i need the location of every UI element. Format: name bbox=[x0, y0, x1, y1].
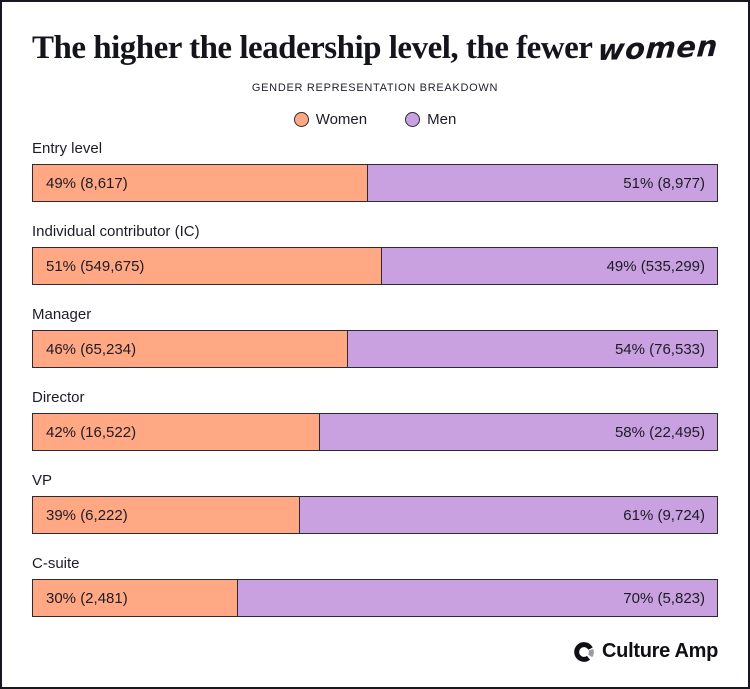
stacked-bar: 39% (6,222) 61% (9,724) bbox=[32, 496, 718, 534]
legend: Women Men bbox=[32, 111, 718, 128]
legend-item-women: Women bbox=[293, 111, 368, 128]
women-value-label: 49% (8,617) bbox=[46, 174, 128, 192]
legend-label: Men bbox=[427, 111, 457, 128]
women-value-label: 42% (16,522) bbox=[46, 423, 137, 441]
category-label: Entry level bbox=[32, 140, 103, 157]
chart-row: Director 42% (16,522) 58% (22,495) bbox=[32, 389, 718, 451]
women-segment: 39% (6,222) bbox=[33, 497, 300, 533]
women-legend-marker-icon bbox=[293, 112, 309, 127]
men-value-label: 58% (22,495) bbox=[614, 423, 705, 441]
men-value-label: 54% (76,533) bbox=[614, 340, 705, 358]
page-title: The higher the leadership level, the few… bbox=[32, 26, 720, 70]
women-segment: 42% (16,522) bbox=[33, 414, 321, 450]
brand-footer: Culture Amp bbox=[32, 638, 718, 663]
men-segment: 49% (535,299) bbox=[381, 248, 717, 284]
women-segment: 49% (8,617) bbox=[33, 165, 369, 201]
men-segment: 61% (9,724) bbox=[299, 497, 717, 533]
chart-row: Individual contributor (IC) 51% (549,675… bbox=[32, 223, 718, 285]
women-segment: 51% (549,675) bbox=[33, 248, 382, 284]
stacked-bar: 30% (2,481) 70% (5,823) bbox=[32, 579, 718, 617]
category-label: C-suite bbox=[32, 555, 80, 572]
title-script-word: women bbox=[597, 28, 720, 68]
brand-name: Culture Amp bbox=[602, 640, 718, 662]
men-segment: 58% (22,495) bbox=[320, 414, 717, 450]
legend-item-men: Men bbox=[405, 111, 456, 128]
women-segment: 46% (65,234) bbox=[33, 331, 348, 367]
stacked-bar: 51% (549,675) 49% (535,299) bbox=[32, 247, 718, 285]
women-value-label: 30% (2,481) bbox=[46, 589, 128, 607]
category-label: Individual contributor (IC) bbox=[32, 223, 200, 240]
men-segment: 51% (8,977) bbox=[368, 165, 717, 201]
women-value-label: 46% (65,234) bbox=[46, 340, 137, 358]
chart-row: C-suite 30% (2,481) 70% (5,823) bbox=[32, 555, 718, 617]
women-value-label: 51% (549,675) bbox=[46, 257, 145, 275]
category-label: Director bbox=[32, 389, 85, 406]
chart-row: Manager 46% (65,234) 54% (76,533) bbox=[32, 306, 718, 368]
men-value-label: 70% (5,823) bbox=[623, 589, 705, 607]
chart-rows: Entry level 49% (8,617) 51% (8,977) Indi… bbox=[32, 140, 718, 617]
category-label: Manager bbox=[32, 306, 92, 323]
men-value-label: 51% (8,977) bbox=[623, 174, 705, 192]
legend-label: Women bbox=[315, 111, 368, 128]
stacked-bar: 42% (16,522) 58% (22,495) bbox=[32, 413, 718, 451]
title-main: The higher the leadership level, the few… bbox=[32, 30, 593, 66]
category-label: VP bbox=[32, 472, 53, 489]
infographic: The higher the leadership level, the few… bbox=[2, 2, 748, 663]
culture-amp-logo-icon bbox=[574, 641, 594, 662]
men-value-label: 61% (9,724) bbox=[623, 506, 705, 524]
men-segment: 70% (5,823) bbox=[238, 580, 717, 616]
men-segment: 54% (76,533) bbox=[347, 331, 717, 367]
women-value-label: 39% (6,222) bbox=[46, 506, 128, 524]
chart-row: Entry level 49% (8,617) 51% (8,977) bbox=[32, 140, 718, 202]
chart-subtitle: GENDER REPRESENTATION BREAKDOWN bbox=[251, 82, 499, 94]
men-legend-marker-icon bbox=[405, 112, 421, 127]
men-value-label: 49% (535,299) bbox=[606, 257, 705, 275]
stacked-bar: 49% (8,617) 51% (8,977) bbox=[32, 164, 718, 202]
women-segment: 30% (2,481) bbox=[33, 580, 239, 616]
stacked-bar: 46% (65,234) 54% (76,533) bbox=[32, 330, 718, 368]
chart-row: VP 39% (6,222) 61% (9,724) bbox=[32, 472, 718, 534]
